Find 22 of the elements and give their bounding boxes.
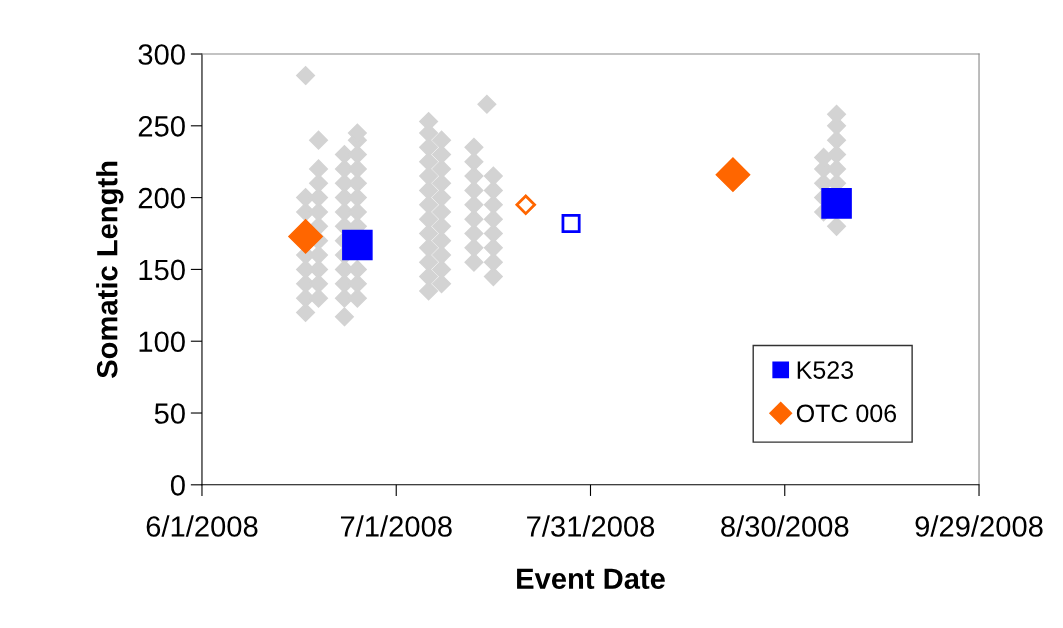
y-tick-label: 50	[154, 403, 185, 424]
point	[515, 194, 536, 216]
x-tick-label: 7/1/2008	[340, 515, 452, 537]
y-tick-label: 150	[139, 259, 185, 281]
point	[288, 218, 323, 254]
x-tick-label: 6/1/2008	[146, 515, 258, 537]
legend-label: OTC 006	[796, 404, 897, 423]
point	[715, 157, 751, 193]
x-tick-label: 9/29/2008	[915, 515, 1043, 537]
point	[561, 213, 581, 233]
y-tick-label: 100	[139, 331, 185, 353]
y-tick-label: 200	[138, 187, 185, 209]
x-tick-label: 8/30/2008	[721, 515, 849, 537]
y-tick-label: 250	[138, 116, 185, 137]
y-tick-label: 0	[170, 475, 185, 496]
point	[342, 229, 373, 261]
point	[821, 188, 852, 219]
x-axis-title: Event Date	[517, 568, 665, 589]
y-tick-label: 300	[138, 44, 185, 65]
x-tick-label: 7/31/2008	[527, 515, 655, 537]
y-axis-title: Somatic Length	[96, 161, 124, 378]
legend-label: K523	[797, 361, 853, 379]
